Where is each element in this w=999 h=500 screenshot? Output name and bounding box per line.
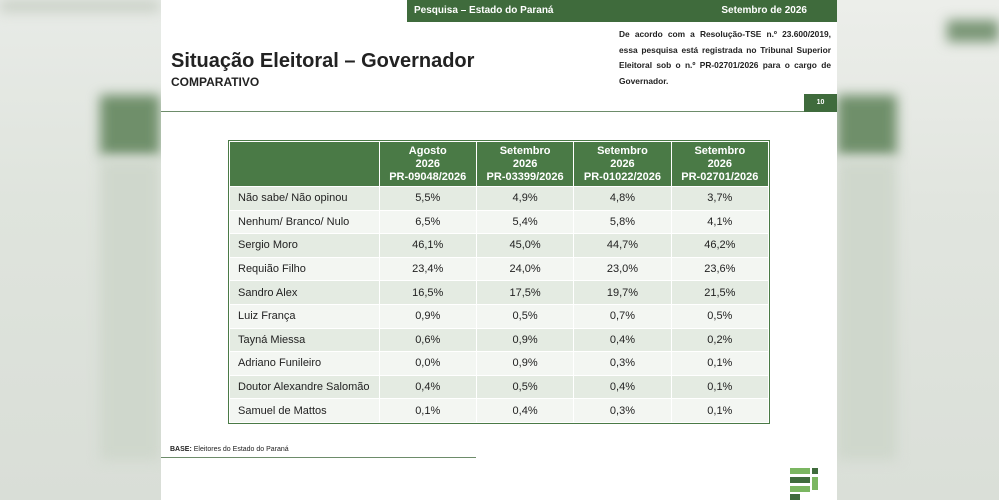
table-cell: 46,1%: [378, 233, 477, 258]
column-header-text: 2026: [512, 157, 538, 170]
column-header-text: PR-02701/2026: [681, 170, 759, 183]
table-cell: 0,4%: [378, 374, 477, 400]
table-cell: 0,1%: [670, 374, 770, 400]
candidate-name: Sergio Moro: [229, 233, 380, 258]
candidate-name: Nenhum/ Branco/ Nulo: [229, 209, 380, 235]
candidate-name: Requião Filho: [229, 256, 380, 282]
base-divider: [161, 457, 476, 458]
table-cell: 4,8%: [573, 186, 672, 211]
base-note: BASE: Eleitores do Estado do Paraná: [170, 446, 289, 453]
candidate-name: Sandro Alex: [229, 280, 380, 305]
survey-label: Pesquisa – Estado do Paraná: [414, 5, 554, 16]
page-number: 10: [804, 94, 837, 112]
column-header-text: 2026: [610, 157, 635, 170]
table-cell: 5,4%: [475, 209, 575, 235]
table-cell: 0,4%: [573, 327, 672, 353]
comparison-table: Agosto 2026 PR-09048/2026 Setembro 2026 PR-0…: [229, 141, 770, 423]
column-header-text: 2026: [415, 157, 440, 170]
table-cell: 5,8%: [573, 209, 672, 235]
table-cell: 19,7%: [573, 280, 672, 305]
table-cell: 4,9%: [475, 186, 575, 211]
table-cell: 23,0%: [573, 256, 672, 282]
header-divider: [161, 111, 804, 112]
table-cell: 4,1%: [670, 209, 770, 235]
blurred-background-right: [837, 0, 999, 500]
candidate-name: Não sabe/ Não opinou: [229, 186, 380, 211]
table-cell: 45,0%: [475, 233, 575, 258]
table-row: Não sabe/ Não opinou 5,5% 4,9% 4,8% 3,7%: [229, 186, 770, 211]
table-cell: 0,0%: [378, 351, 477, 376]
column-header: Setembro 2026 PR-03399/2026: [475, 141, 575, 187]
table-row: Samuel de Mattos 0,1% 0,4% 0,3% 0,1%: [229, 398, 770, 423]
column-header-text: Setembro: [499, 144, 551, 157]
column-header-text: Agosto: [408, 144, 447, 157]
column-header-text: Setembro: [694, 144, 746, 157]
table-row: Nenhum/ Branco/ Nulo 6,5% 5,4% 5,8% 4,1%: [229, 209, 770, 235]
table-cell: 0,4%: [573, 374, 672, 400]
base-text: Eleitores do Estado do Paraná: [193, 446, 289, 453]
table-cell: 0,5%: [475, 374, 575, 400]
table-cell: 0,9%: [378, 303, 477, 329]
table-cell: 44,7%: [573, 233, 672, 258]
table-cell: 0,3%: [573, 351, 672, 376]
table-cell: 5,5%: [378, 186, 477, 211]
table-row: Tayná Miessa 0,6% 0,9% 0,4% 0,2%: [229, 327, 770, 353]
column-header-text: PR-03399/2026: [486, 170, 564, 183]
column-header-text: PR-01022/2026: [583, 170, 661, 183]
page-title: Situação Eleitoral – Governador: [171, 50, 475, 72]
table-cell: 46,2%: [670, 233, 770, 258]
table-cell: 23,4%: [378, 256, 477, 282]
table-cell: 6,5%: [378, 209, 477, 235]
table-cell: 0,1%: [670, 398, 770, 423]
table-row: Requião Filho 23,4% 24,0% 23,0% 23,6%: [229, 256, 770, 282]
table-cell: 24,0%: [475, 256, 575, 282]
table-cell: 0,1%: [670, 351, 770, 376]
candidate-name: Doutor Alexandre Salomão: [229, 374, 380, 400]
table-cell: 23,6%: [670, 256, 770, 282]
table-cell: 0,9%: [475, 327, 575, 353]
column-header-text: Setembro: [597, 144, 648, 157]
table-cell: 0,7%: [573, 303, 672, 329]
column-header: Setembro 2026 PR-02701/2026: [670, 141, 770, 187]
table-cell: 0,5%: [670, 303, 770, 329]
table-cell: 0,6%: [378, 327, 477, 353]
candidate-name: Adriano Funileiro: [229, 351, 380, 376]
table-cell: 0,5%: [475, 303, 575, 329]
top-bar: Pesquisa – Estado do Paraná Setembro de …: [407, 0, 837, 22]
table-row: Sandro Alex 16,5% 17,5% 19,7% 21,5%: [229, 280, 770, 305]
table-cell: 0,9%: [475, 351, 575, 376]
column-header: Setembro 2026 PR-01022/2026: [573, 141, 672, 187]
table-cell: 0,2%: [670, 327, 770, 353]
table-corner: [229, 141, 380, 187]
candidate-name: Luiz França: [229, 303, 380, 329]
candidate-name: Samuel de Mattos: [229, 398, 380, 423]
table-row: Sergio Moro 46,1% 45,0% 44,7% 46,2%: [229, 233, 770, 258]
registration-note: De acordo com a Resolução-TSE n.º 23.600…: [619, 29, 831, 86]
institute-logo: [790, 468, 818, 500]
table-cell: 17,5%: [475, 280, 575, 305]
blurred-background-left: [0, 0, 161, 500]
survey-date: Setembro de 2026: [721, 5, 807, 16]
table-row: Doutor Alexandre Salomão 0,4% 0,5% 0,4% …: [229, 374, 770, 400]
table-cell: 16,5%: [378, 280, 477, 305]
table-cell: 21,5%: [670, 280, 770, 305]
table-cell: 3,7%: [670, 186, 770, 211]
column-header-text: 2026: [707, 157, 733, 170]
table-cell: 0,3%: [573, 398, 672, 423]
base-label: BASE:: [170, 446, 192, 453]
table-header-row: Agosto 2026 PR-09048/2026 Setembro 2026 PR-0…: [229, 141, 770, 187]
table-cell: 0,1%: [378, 398, 477, 423]
table-row: Luiz França 0,9% 0,5% 0,7% 0,5%: [229, 303, 770, 329]
table-cell: 0,4%: [475, 398, 575, 423]
candidate-name: Tayná Miessa: [229, 327, 380, 353]
table-row: Adriano Funileiro 0,0% 0,9% 0,3% 0,1%: [229, 351, 770, 376]
page-subtitle: COMPARATIVO: [171, 75, 260, 89]
column-header: Agosto 2026 PR-09048/2026: [378, 141, 477, 187]
column-header-text: PR-09048/2026: [389, 170, 467, 183]
